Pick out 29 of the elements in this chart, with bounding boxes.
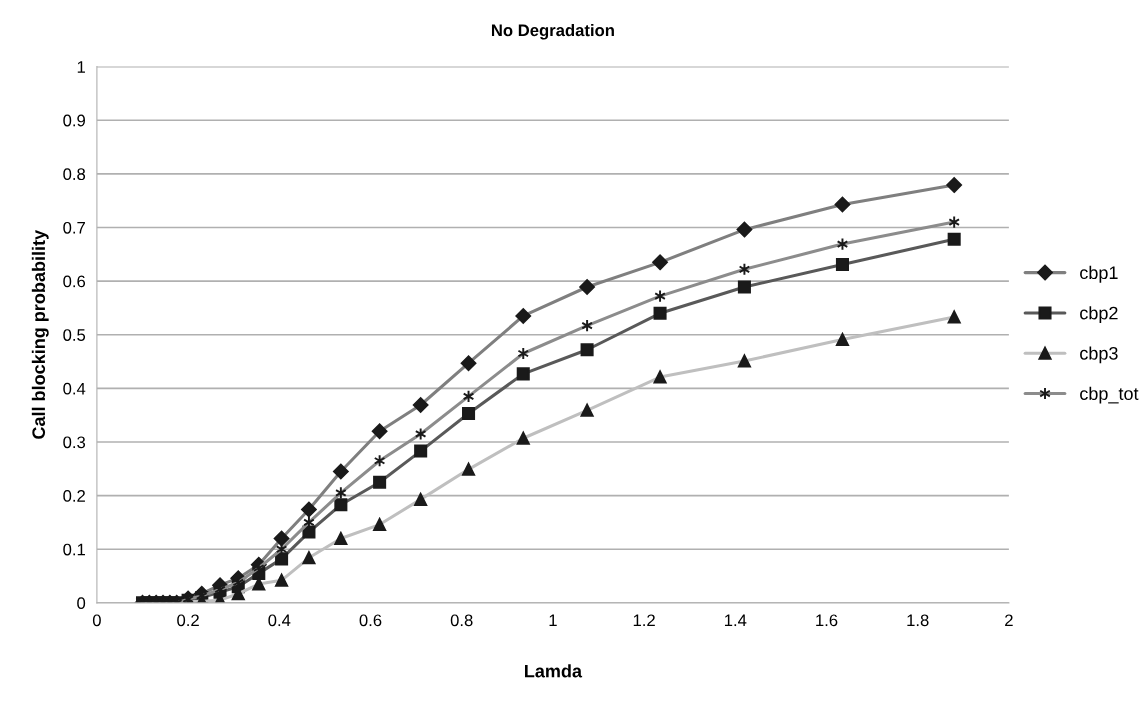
chart-title: No Degradation [491,23,614,40]
x-tick-label: 0 [92,614,101,627]
x-tick-label: 1.2 [633,614,655,627]
legend-label: cbp2 [1080,306,1118,323]
x-tick-label: 0.8 [450,614,473,627]
x-tick-label: 0.2 [177,614,199,627]
y-tick-label: 0.4 [63,382,86,395]
y-tick-label: 0.5 [63,329,86,341]
y-tick-label: 0.6 [63,275,86,288]
y-tick-label: 0.1 [63,543,85,556]
y-tick-label: 0.3 [63,436,86,449]
legend-label: cbp1 [1080,265,1118,283]
y-tick-label: 1 [77,61,85,73]
y-tick-label: 0.7 [63,221,85,234]
x-tick-label: 0.4 [268,614,291,627]
y-tick-label: 0.9 [63,114,85,127]
x-tick-label: 1.4 [724,614,747,627]
x-tick-label: 0.6 [359,614,382,627]
legend-label: cbp_tot [1080,386,1139,404]
y-axis-title: Call blocking probability [31,229,49,439]
x-tick-label: 1 [549,614,557,627]
y-tick-label: 0 [77,597,86,610]
x-tick-label: 1.8 [907,614,929,627]
x-tick-label: 1.6 [816,614,838,627]
legend-label: cbp3 [1080,346,1118,364]
y-tick-label: 0.2 [63,490,85,502]
y-tick-label: 0.8 [63,168,86,181]
x-axis-title: Lamda [525,664,583,678]
x-tick-label: 2 [1005,614,1013,627]
